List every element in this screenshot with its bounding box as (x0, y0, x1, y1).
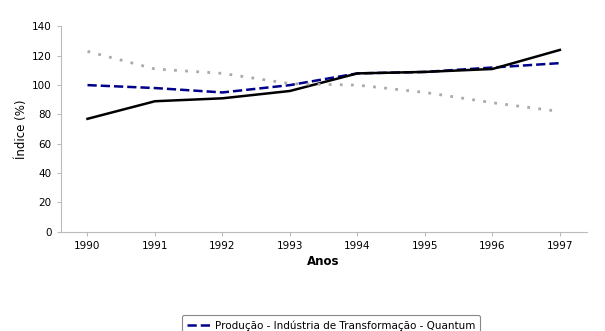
X-axis label: Anos: Anos (307, 255, 340, 268)
Y-axis label: Índice (%): Índice (%) (15, 99, 28, 159)
Legend: Produção - Indústria de Transformação - Quantum, Produtividade - Indústria de Tr: Produção - Indústria de Transformação - … (182, 315, 480, 331)
